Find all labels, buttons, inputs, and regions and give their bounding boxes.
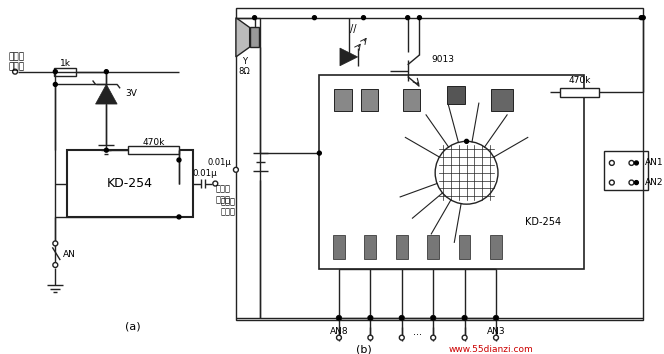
Text: AN1: AN1 (645, 159, 664, 167)
Circle shape (368, 315, 373, 320)
Circle shape (53, 263, 58, 268)
Circle shape (234, 167, 238, 172)
Text: AN3: AN3 (487, 327, 505, 336)
Bar (333, 235, 345, 259)
Text: KD-254: KD-254 (525, 217, 562, 227)
Circle shape (104, 70, 108, 74)
Polygon shape (236, 18, 250, 57)
Circle shape (337, 316, 341, 320)
Circle shape (462, 335, 467, 340)
Text: ...: ... (413, 327, 422, 337)
Circle shape (369, 316, 373, 320)
Bar (428, 235, 439, 259)
Text: AN2: AN2 (645, 178, 664, 187)
Text: 拾话筒
非地端: 拾话筒 非地端 (220, 197, 235, 217)
Text: 接发射
电源端: 接发射 电源端 (8, 52, 25, 72)
Circle shape (465, 139, 469, 143)
Bar (236, 8, 643, 320)
Circle shape (462, 315, 467, 320)
Text: 470k: 470k (568, 76, 591, 85)
Circle shape (53, 82, 57, 86)
Bar (67, 150, 193, 217)
Circle shape (368, 335, 373, 340)
Circle shape (317, 151, 321, 155)
Circle shape (641, 16, 645, 19)
Circle shape (493, 315, 499, 320)
Bar (319, 75, 584, 269)
Circle shape (418, 16, 422, 19)
Text: 1k: 1k (60, 59, 70, 68)
Circle shape (399, 335, 404, 340)
Text: KD-254: KD-254 (107, 177, 153, 190)
Text: 9013: 9013 (431, 55, 454, 64)
Text: //: // (351, 24, 357, 34)
Bar (128, 146, 179, 154)
Bar (459, 235, 471, 259)
Circle shape (431, 315, 436, 320)
Bar (334, 89, 352, 111)
Text: 0.01μ: 0.01μ (207, 159, 231, 167)
Text: AN: AN (63, 250, 76, 259)
Bar (54, 68, 76, 75)
Circle shape (13, 69, 17, 74)
Bar (604, 151, 648, 190)
Circle shape (177, 215, 181, 219)
Circle shape (431, 316, 435, 320)
Polygon shape (96, 84, 117, 104)
Bar (447, 86, 465, 104)
Text: 470k: 470k (142, 138, 165, 147)
Bar (365, 235, 376, 259)
Bar (491, 89, 513, 111)
Bar (490, 235, 502, 259)
Circle shape (629, 180, 634, 185)
Bar (403, 89, 420, 111)
Circle shape (337, 335, 341, 340)
Bar (361, 89, 378, 111)
Circle shape (177, 158, 181, 162)
Circle shape (399, 315, 404, 320)
Text: AN8: AN8 (329, 327, 349, 336)
Text: www.55dianzi.com: www.55dianzi.com (449, 345, 533, 354)
Circle shape (431, 335, 436, 340)
Circle shape (610, 160, 614, 165)
Text: 0.01μ: 0.01μ (192, 169, 217, 178)
Circle shape (213, 181, 218, 186)
Bar (250, 28, 260, 47)
Circle shape (639, 16, 643, 19)
Text: Y
8Ω: Y 8Ω (239, 57, 250, 76)
Circle shape (493, 335, 499, 340)
Text: (a): (a) (125, 322, 141, 332)
Text: 拾话筒
非地端: 拾话筒 非地端 (216, 184, 231, 204)
Text: (b): (b) (356, 344, 371, 354)
Circle shape (634, 161, 638, 165)
Circle shape (313, 16, 317, 19)
Bar (560, 88, 599, 97)
Circle shape (610, 180, 614, 185)
Circle shape (406, 16, 410, 19)
Circle shape (104, 148, 108, 152)
Circle shape (337, 315, 341, 320)
Text: 3V: 3V (125, 89, 137, 98)
Circle shape (361, 16, 365, 19)
Circle shape (494, 316, 498, 320)
Circle shape (463, 316, 467, 320)
Circle shape (400, 316, 404, 320)
Circle shape (53, 241, 58, 246)
Bar (396, 235, 408, 259)
Circle shape (629, 160, 634, 165)
Circle shape (634, 181, 638, 184)
Polygon shape (340, 48, 358, 66)
Circle shape (252, 16, 256, 19)
Circle shape (53, 70, 57, 74)
